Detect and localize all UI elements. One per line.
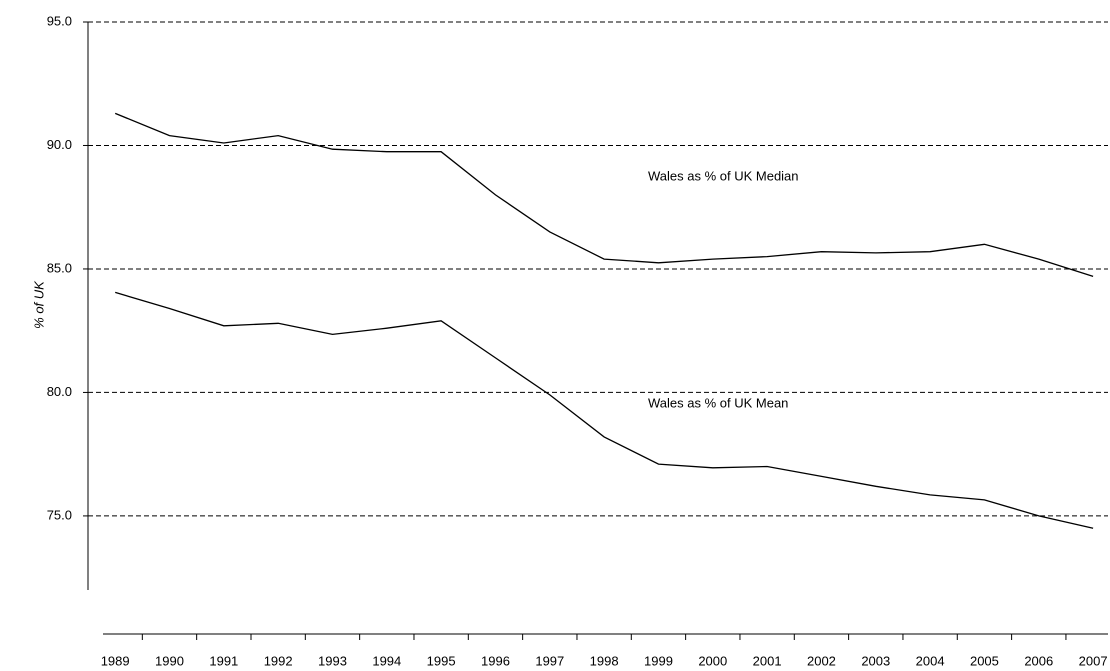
x-tick-label: 1989 [101,653,130,668]
y-axis-label: % of UK [31,280,46,329]
x-tick-label: 1999 [644,653,673,668]
x-tick-label: 1995 [427,653,456,668]
x-tick-label: 1998 [590,653,619,668]
series-line [115,291,1094,529]
x-tick-label: 1994 [372,653,401,668]
series-annotation: Wales as % of UK Mean [648,395,788,410]
y-tick-label: 75.0 [47,507,72,522]
x-tick-label: 1997 [535,653,564,668]
x-tick-label: 2007 [1079,653,1108,668]
x-tick-label: 2004 [916,653,945,668]
x-tick-label: 2002 [807,653,836,668]
x-tick-label: 2003 [861,653,890,668]
series-annotation: Wales as % of UK Median [648,168,799,183]
x-tick-label: 2000 [698,653,727,668]
x-tick-label: 1991 [209,653,238,668]
x-tick-label: 1993 [318,653,347,668]
x-tick-label: 2005 [970,653,999,668]
y-tick-label: 85.0 [47,260,72,275]
y-tick-label: 95.0 [47,13,72,28]
series-line [114,112,1094,278]
x-tick-label: 2006 [1024,653,1053,668]
y-tick-label: 90.0 [47,137,72,152]
x-tick-label: 1992 [264,653,293,668]
y-tick-label: 80.0 [47,384,72,399]
x-tick-label: 1996 [481,653,510,668]
x-tick-label: 2001 [753,653,782,668]
x-tick-label: 1990 [155,653,184,668]
